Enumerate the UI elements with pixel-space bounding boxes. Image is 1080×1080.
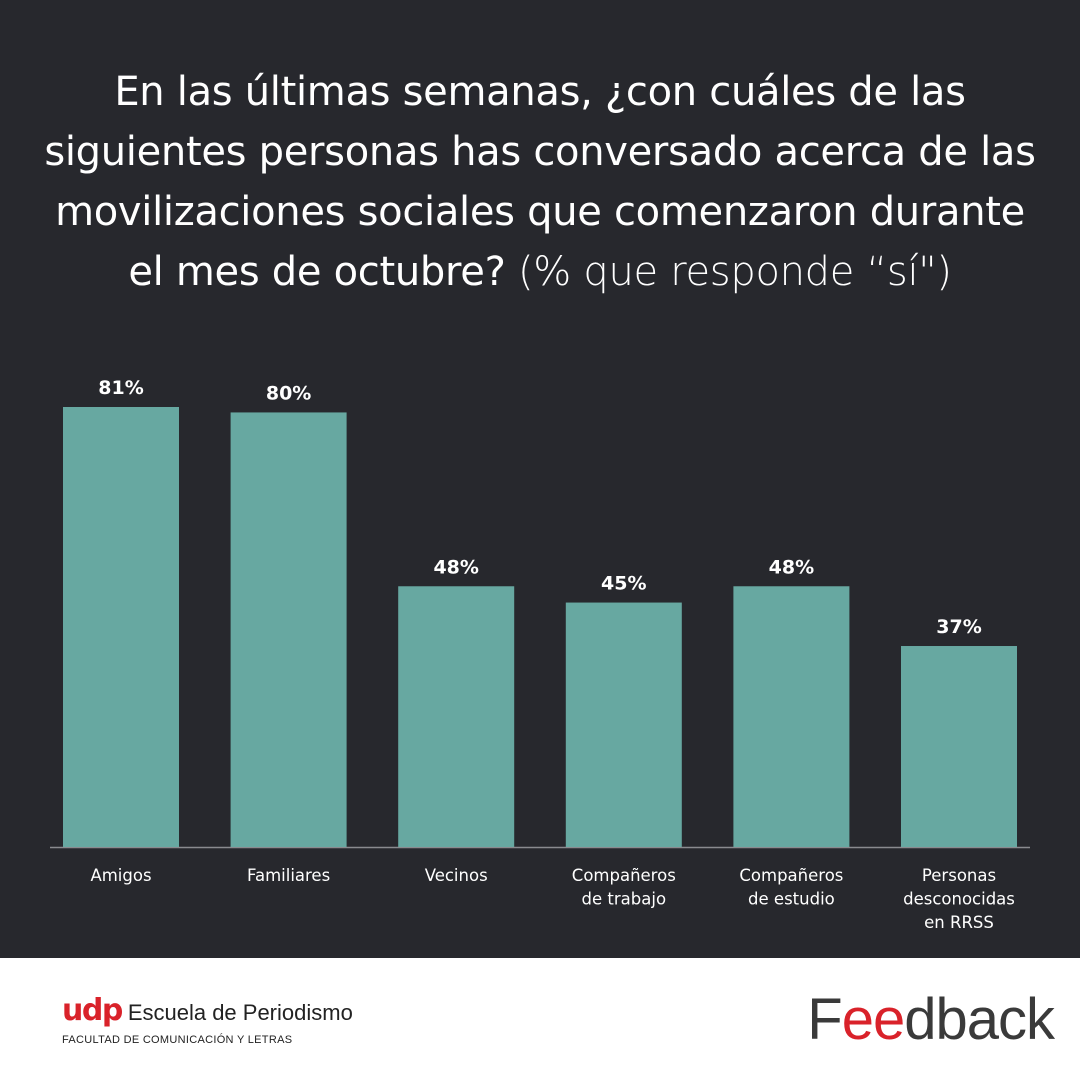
bar-value-label: 48% bbox=[769, 556, 814, 578]
bar-value-label: 80% bbox=[266, 382, 311, 404]
category-tick-label: de estudio bbox=[748, 890, 835, 909]
category-tick-label: Compañeros bbox=[572, 866, 676, 885]
category-tick-label: Personas bbox=[922, 866, 996, 885]
category-tick-label: Vecinos bbox=[425, 866, 488, 885]
udp-logo: udp Escuela de Periodismo bbox=[62, 993, 353, 1028]
chart-title-main: En las últimas semanas, ¿con cuáles de l… bbox=[44, 69, 1036, 295]
bar-value-label: 37% bbox=[936, 616, 981, 638]
feedback-logo: Feedback bbox=[807, 987, 1055, 1052]
category-tick-label: de trabajo bbox=[582, 890, 667, 909]
bar bbox=[565, 602, 682, 847]
bar-value-label: 45% bbox=[601, 573, 646, 595]
chart-title-sub: (% que responde “sí") bbox=[517, 249, 952, 295]
udp-school-name: Escuela de Periodismo bbox=[127, 1000, 353, 1025]
category-tick-label: desconocidas bbox=[903, 890, 1015, 909]
udp-faculty-name: FACULTAD DE COMUNICACIÓN Y LETRAS bbox=[62, 1034, 293, 1046]
bar bbox=[63, 407, 179, 847]
bar bbox=[733, 586, 850, 847]
bar-value-label: 81% bbox=[98, 377, 143, 399]
category-tick-label: en RRSS bbox=[924, 913, 994, 932]
bar-value-label: 48% bbox=[433, 556, 478, 578]
bar bbox=[398, 586, 515, 847]
bar bbox=[901, 646, 1017, 847]
footer bbox=[0, 958, 1080, 1080]
udp-logo-mark: udp bbox=[62, 993, 123, 1028]
chart-background bbox=[0, 0, 1080, 958]
category-tick-label: Amigos bbox=[90, 866, 151, 885]
chart-title: En las últimas semanas, ¿con cuáles de l… bbox=[40, 62, 1040, 302]
category-tick-label: Compañeros bbox=[739, 866, 843, 885]
bar-chart: 81% Amigos 80% Familiares 48% Vecinos 45% Compa… bbox=[50, 377, 1030, 932]
bar bbox=[230, 412, 347, 847]
category-tick-label: Familiares bbox=[247, 866, 330, 885]
